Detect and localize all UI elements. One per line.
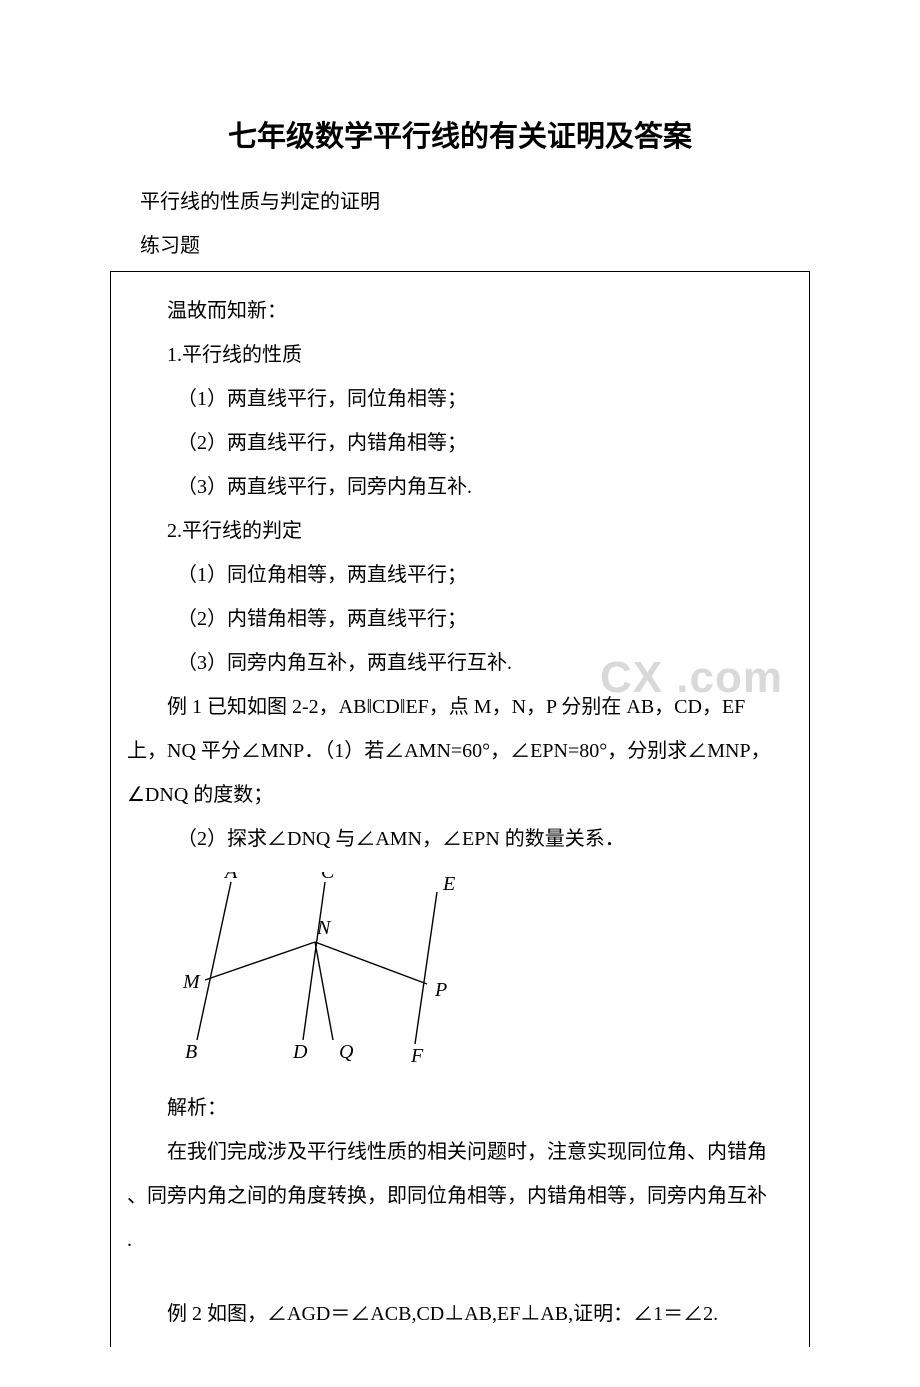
figure-label-E: E [442, 873, 455, 895]
example2-line: 例 2 如图，∠AGD＝∠ACB,CD⊥AB,EF⊥AB,证明：∠1＝∠2. [127, 1295, 793, 1333]
example1-line: 上，NQ 平分∠MNP．（1）若∠AMN=60°，∠EPN=80°，分别求∠MN… [127, 732, 793, 770]
intro-line-2: 练习题 [140, 227, 810, 265]
section1-item: （3）两直线平行，同旁内角互补. [127, 468, 793, 506]
section2-heading: 2.平行线的判定 [127, 512, 793, 550]
analysis-paragraph: . [127, 1221, 793, 1259]
figure-label-C: C [321, 872, 335, 883]
analysis-heading: 解析： [127, 1089, 793, 1127]
figure-label-P: P [434, 979, 447, 1001]
section1-heading: 1.平行线的性质 [127, 336, 793, 374]
figure-label-N: N [316, 917, 332, 939]
section2-item: （2）内错角相等，两直线平行； [127, 600, 793, 638]
geometry-figure: A B C D E F M N P Q [175, 872, 793, 1075]
figure-label-Q: Q [339, 1041, 354, 1062]
figure-label-F: F [410, 1045, 424, 1062]
document-title: 七年级数学平行线的有关证明及答案 [110, 110, 810, 165]
intro-line-1: 平行线的性质与判定的证明 [140, 183, 810, 221]
section1-item: （2）两直线平行，内错角相等； [127, 424, 793, 462]
figure-label-M: M [182, 971, 201, 993]
example1-question2: （2）探求∠DNQ 与∠AMN，∠EPN 的数量关系． [127, 820, 793, 858]
figure-label-B: B [185, 1041, 197, 1062]
figure-label-D: D [292, 1041, 308, 1062]
blank-spacer [127, 1265, 793, 1289]
content-box: 温故而知新： 1.平行线的性质 （1）两直线平行，同位角相等； （2）两直线平行… [110, 271, 810, 1347]
section1-item: （1）两直线平行，同位角相等； [127, 380, 793, 418]
section2-item: （1）同位角相等，两直线平行； [127, 556, 793, 594]
review-title: 温故而知新： [127, 292, 793, 330]
analysis-paragraph: 在我们完成涉及平行线性质的相关问题时，注意实现同位角、内错角 [127, 1133, 793, 1171]
example1-line: ∠DNQ 的度数； [127, 776, 793, 814]
analysis-paragraph: 、同旁内角之间的角度转换，即同位角相等，内错角相等，同旁内角互补 [127, 1177, 793, 1215]
figure-label-A: A [223, 872, 238, 883]
section2-item: （3）同旁内角互补，两直线平行互补. [177, 652, 512, 674]
example1-line: 例 1 已知如图 2-2，AB‖CD‖EF，点 M，N，P 分别在 AB，CD，… [127, 688, 793, 726]
